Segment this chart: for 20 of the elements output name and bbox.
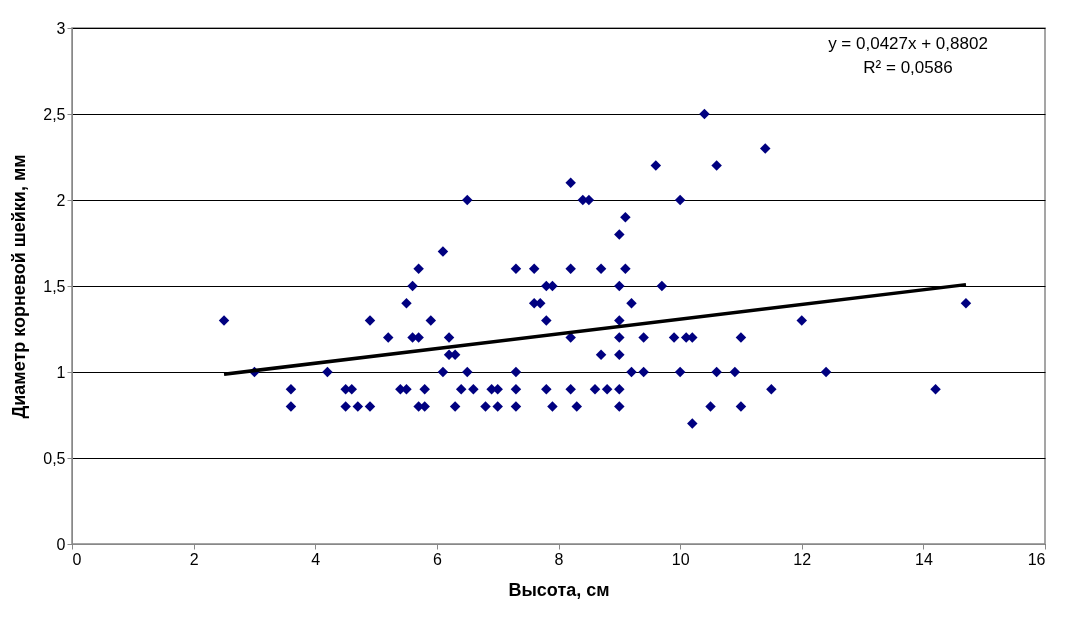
y-axis-title: Диаметр корневой шейки, мм xyxy=(9,154,30,419)
y-tick-label: 1 xyxy=(56,363,66,381)
y-tick-label: 2,5 xyxy=(43,105,66,123)
y-tick-label: 0 xyxy=(56,535,66,553)
x-tick-label: 6 xyxy=(432,550,442,568)
annotation: y = 0,0427x + 0,8802 xyxy=(828,34,988,53)
x-tick-label: 16 xyxy=(1027,550,1046,568)
x-tick-label: 14 xyxy=(914,550,933,568)
x-axis-title: Высота, см xyxy=(508,579,610,600)
annotation: R² = 0,0586 xyxy=(863,58,953,77)
y-tick-label: 1,5 xyxy=(43,277,66,295)
x-tick-label: 10 xyxy=(671,550,690,568)
y-tick-label: 2 xyxy=(56,191,66,209)
y-tick-label: 3 xyxy=(56,19,66,37)
x-tick-label: 8 xyxy=(554,550,564,568)
x-tick-label: 0 xyxy=(72,550,82,568)
x-tick-label: 2 xyxy=(189,550,199,568)
y-tick-label: 0,5 xyxy=(43,449,66,467)
x-tick-label: 4 xyxy=(311,550,321,568)
x-tick-label: 12 xyxy=(793,550,812,568)
